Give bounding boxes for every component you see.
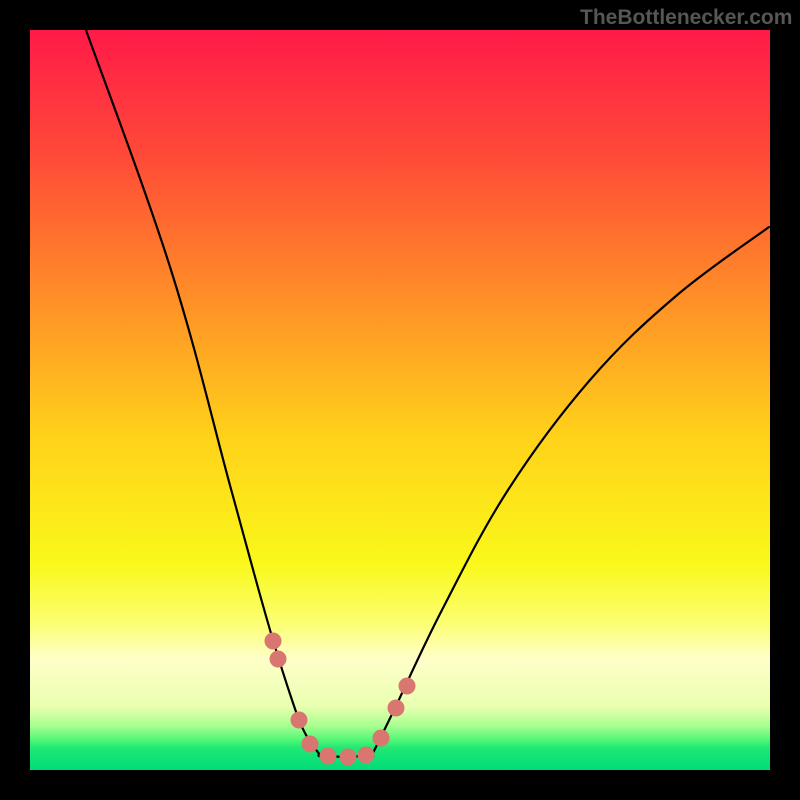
data-marker (320, 748, 337, 765)
data-marker (358, 747, 375, 764)
data-marker (291, 712, 308, 729)
data-marker (388, 700, 405, 717)
data-marker (373, 730, 390, 747)
data-marker (265, 633, 282, 650)
data-marker (399, 678, 416, 695)
watermark-text: TheBottlenecker.com (580, 6, 792, 30)
bottleneck-chart (0, 0, 800, 800)
gradient-background (30, 30, 770, 770)
data-marker (270, 651, 287, 668)
data-marker (340, 749, 357, 766)
data-marker (302, 736, 319, 753)
